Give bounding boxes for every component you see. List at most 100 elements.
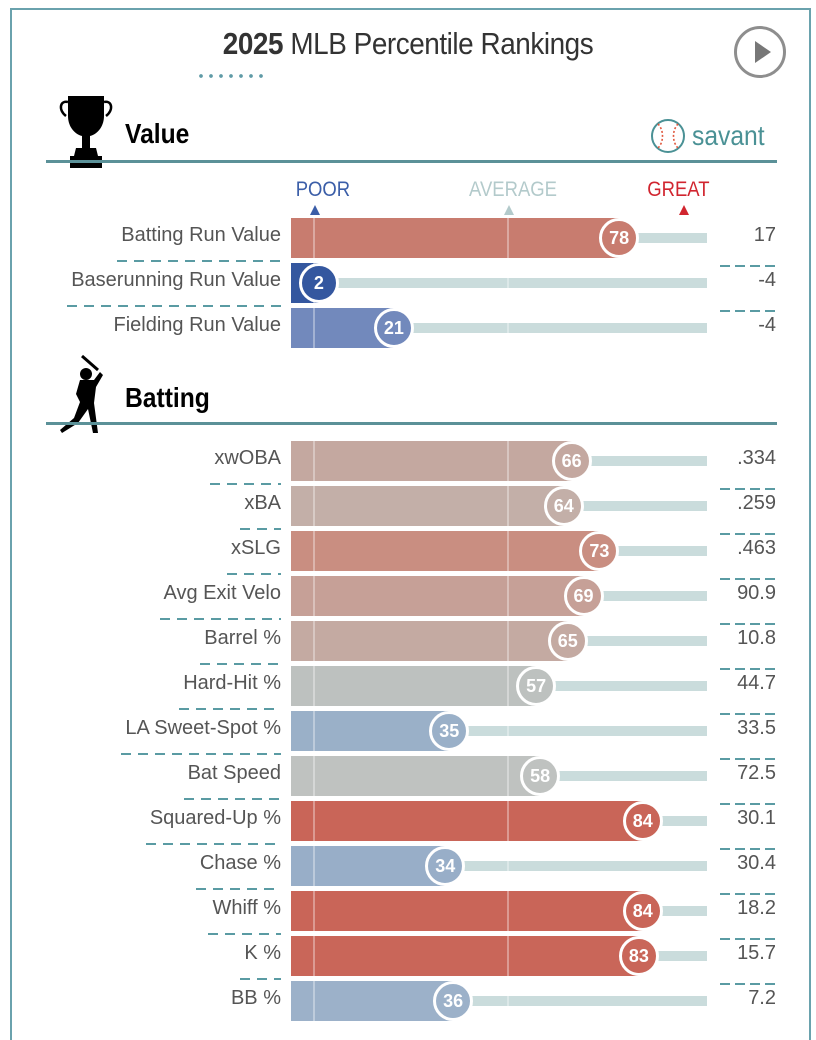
percentile-bar[interactable]: [291, 846, 509, 886]
metric-row[interactable]: Batting Run Value 78 17: [0, 218, 816, 267]
percentile-badge: 21: [373, 308, 414, 348]
gridline: [313, 576, 315, 616]
metric-row[interactable]: BB % 36 7.2: [0, 981, 816, 1021]
metric-label: K %: [240, 942, 281, 980]
gridline: [507, 218, 509, 258]
metric-row[interactable]: Whiff % 84 18.2: [0, 891, 816, 940]
row-divider: [720, 938, 776, 940]
metric-row[interactable]: Fielding Run Value 21 -4: [0, 308, 816, 348]
percentile-badge: 83: [618, 936, 659, 976]
percentile-track: [318, 278, 707, 288]
baseball-icon: [651, 119, 685, 153]
savant-logo[interactable]: savant: [650, 118, 775, 154]
stat-value: .259: [737, 492, 776, 514]
percentile-track: [536, 681, 707, 691]
gridline: [507, 891, 509, 931]
percentile-badge: 69: [563, 576, 604, 616]
batter-icon: [60, 354, 103, 433]
percentile-track: [642, 816, 707, 826]
play-icon[interactable]: [734, 26, 786, 78]
stat-value: 30.4: [737, 852, 776, 874]
stat-value: 10.8: [737, 627, 776, 649]
percentile-track: [642, 906, 707, 916]
gridline: [313, 308, 315, 348]
gridline: [313, 666, 315, 706]
gridline: [507, 936, 509, 976]
metric-row[interactable]: Squared-Up % 84 30.1: [0, 801, 816, 850]
percentile-bar[interactable]: [291, 621, 568, 661]
metric-row[interactable]: Chase % 34 30.4: [0, 846, 816, 895]
trophy-icon: [59, 96, 113, 168]
stat-value: 15.7: [737, 942, 776, 964]
gridline: [507, 308, 509, 348]
percentile-track: [449, 726, 707, 736]
percentile-track: [583, 591, 707, 601]
metric-row[interactable]: xBA 64 .259: [0, 486, 816, 535]
percentile-badge: 78: [599, 218, 640, 258]
percentile-badge: 35: [429, 711, 470, 751]
axis-label-great: GREAT: [647, 178, 710, 201]
metric-label: xwOBA: [210, 447, 281, 485]
metric-row[interactable]: Baserunning Run Value 2 -4: [0, 263, 816, 312]
metric-row[interactable]: Avg Exit Velo 69 90.9: [0, 576, 816, 625]
percentile-bar[interactable]: [291, 576, 584, 616]
section-divider-batting: [46, 422, 777, 425]
metric-row[interactable]: Hard-Hit % 57 44.7: [0, 666, 816, 715]
axis-label-average: AVERAGE: [468, 178, 557, 201]
gridline: [313, 846, 315, 886]
percentile-bar[interactable]: [291, 801, 643, 841]
gridline: [313, 801, 315, 841]
percentile-bar[interactable]: [291, 666, 537, 706]
percentile-badge: 57: [516, 666, 557, 706]
gridline: [313, 891, 315, 931]
percentile-bar[interactable]: [291, 756, 541, 796]
gridline: [507, 711, 509, 751]
metric-label: BB %: [230, 987, 281, 1009]
gridline: [313, 486, 315, 526]
metric-label: Bat Speed: [183, 762, 282, 800]
gridline: [313, 936, 315, 976]
percentile-badge: 58: [520, 756, 561, 796]
percentile-badge: 34: [425, 846, 466, 886]
gridline: [313, 711, 315, 751]
percentile-bar[interactable]: [291, 486, 564, 526]
metric-row[interactable]: xwOBA 66 .334: [0, 441, 816, 490]
stat-value: 44.7: [737, 672, 776, 694]
percentile-track: [445, 861, 707, 871]
percentile-bar[interactable]: [291, 711, 509, 751]
percentile-bar[interactable]: [291, 936, 639, 976]
card-frame: [10, 8, 811, 1040]
gridline: [313, 218, 315, 258]
percentile-bar[interactable]: [291, 981, 509, 1021]
axis-label-poor: POOR: [295, 178, 351, 201]
metric-label: xBA: [240, 492, 281, 530]
percentile-bar[interactable]: [291, 531, 600, 571]
percentile-badge: 65: [547, 621, 588, 661]
percentile-badge: 73: [579, 531, 620, 571]
percentile-track: [571, 456, 707, 466]
metric-row[interactable]: xSLG 73 .463: [0, 531, 816, 580]
stat-value: 17: [753, 224, 776, 246]
metric-label: Hard-Hit %: [179, 672, 281, 710]
percentile-track: [453, 996, 707, 1006]
section-title-value: Value: [125, 118, 190, 149]
row-divider: [720, 803, 776, 805]
row-divider: [720, 848, 776, 850]
metric-label: xSLG: [226, 537, 282, 575]
metric-row[interactable]: Bat Speed 58 72.5: [0, 756, 816, 805]
percentile-bar[interactable]: [291, 441, 572, 481]
metric-row[interactable]: Barrel % 65 10.8: [0, 621, 816, 670]
row-divider: [720, 623, 776, 625]
metric-row[interactable]: LA Sweet-Spot % 35 33.5: [0, 711, 816, 760]
stat-value: .334: [737, 447, 776, 469]
percentile-track: [540, 771, 707, 781]
stat-value: 33.5: [737, 717, 776, 739]
gridline: [313, 756, 315, 796]
percentile-bar[interactable]: [291, 891, 643, 931]
metric-row[interactable]: K % 83 15.7: [0, 936, 816, 985]
row-divider: [720, 310, 776, 312]
percentile-bar[interactable]: [291, 218, 620, 258]
gridline: [507, 263, 509, 303]
gridline: [507, 981, 509, 1021]
metric-label: Squared-Up %: [145, 807, 282, 845]
